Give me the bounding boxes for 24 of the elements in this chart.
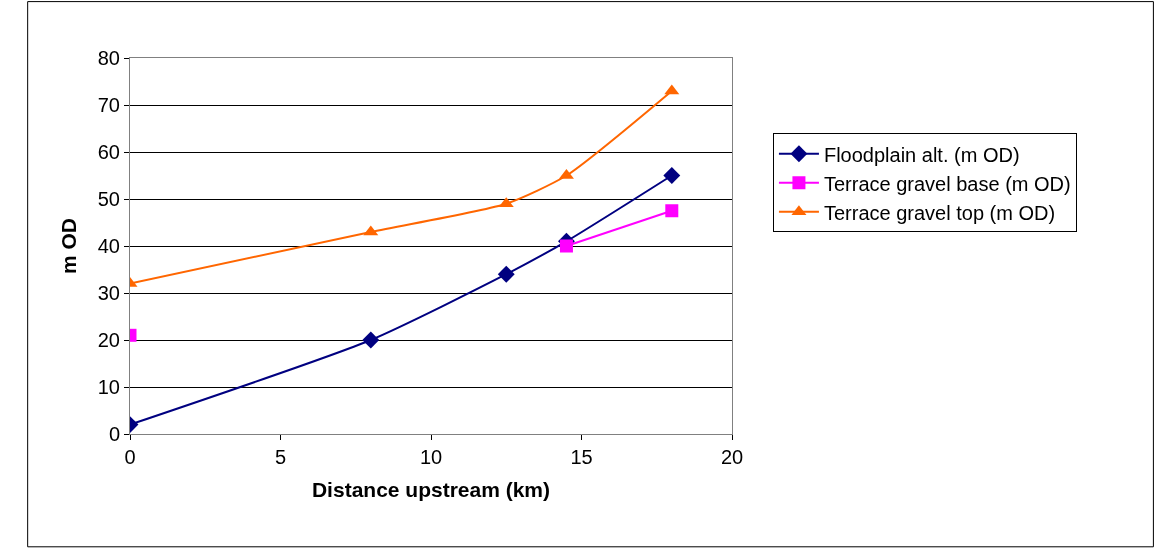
point <box>559 239 573 253</box>
legend-label: Terrace gravel top (m OD) <box>823 201 1056 224</box>
y-tick-label: 50 <box>97 188 120 210</box>
y-tick-label: 10 <box>97 376 120 398</box>
x-tick-label: 5 <box>274 446 287 468</box>
x-tick-label: 15 <box>570 446 593 468</box>
point <box>362 331 380 349</box>
y-tick-label: 30 <box>97 282 120 304</box>
x-tick-label: 20 <box>720 446 744 468</box>
legend-label: Floodplain alt. (m OD) <box>823 143 1020 166</box>
y-tick-label: 70 <box>97 94 120 116</box>
y-axis-title: m OD <box>56 217 80 275</box>
y-tick-label: 0 <box>108 423 120 445</box>
y-tick-label: 60 <box>97 141 120 163</box>
point <box>665 204 679 218</box>
legend-label: Terrace gravel base (m OD) <box>823 172 1071 195</box>
point <box>497 265 515 283</box>
x-tick-label: 0 <box>124 446 136 468</box>
y-tick-label: 80 <box>97 47 120 69</box>
x-tick-label: 10 <box>419 446 443 468</box>
x-axis-title: Distance upstream (km) <box>311 478 551 502</box>
point <box>663 167 681 184</box>
y-tick-label: 20 <box>97 329 120 351</box>
y-tick-label: 40 <box>97 235 120 257</box>
